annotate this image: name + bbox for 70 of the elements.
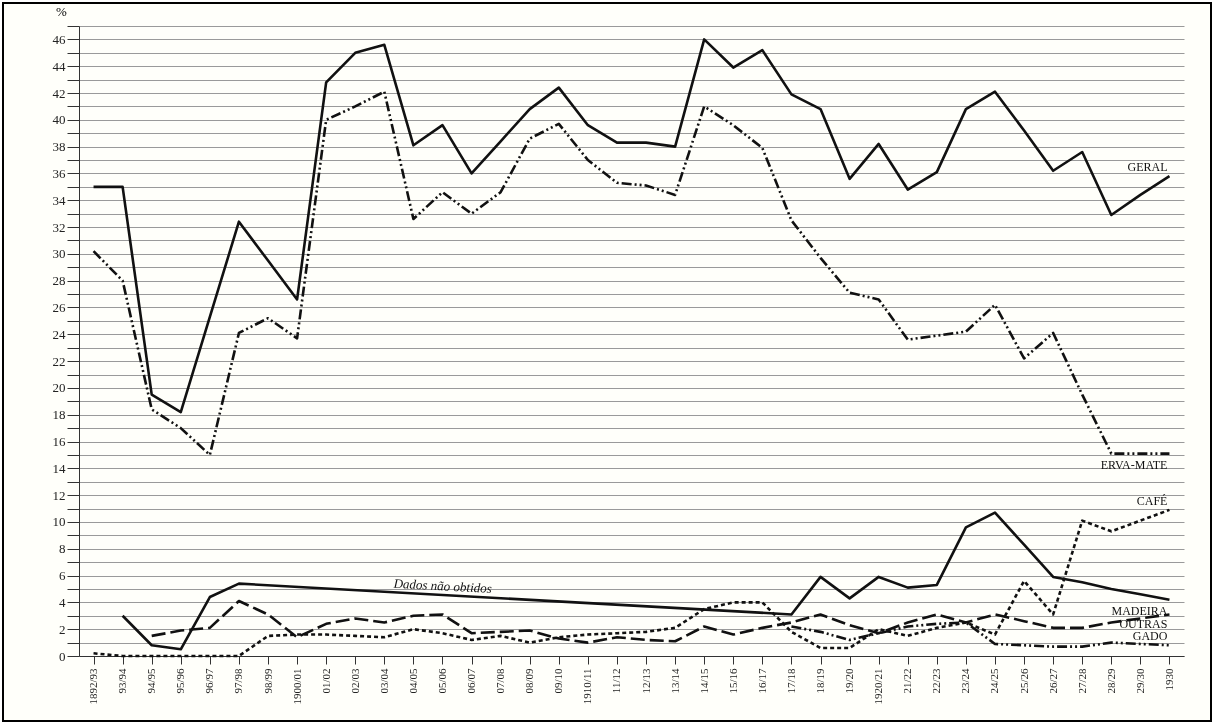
x-tick-label: 96/97 — [203, 668, 216, 694]
y-tick-label: 40 — [52, 112, 66, 128]
x-tick-label: 26/27 — [1046, 668, 1059, 694]
x-tick-label: 1892/93 — [87, 668, 100, 705]
x-tick-label: 03/04 — [377, 668, 390, 694]
x-tick-label: 18/19 — [814, 668, 827, 694]
y-tick-label: 22 — [52, 353, 66, 369]
x-tick-label: 16/17 — [755, 668, 768, 694]
x-tick-label: 25/26 — [1017, 668, 1030, 694]
x-tick-label: 14/15 — [697, 668, 710, 694]
y-tick-label: 44 — [52, 58, 66, 74]
x-tick-label: 17/18 — [784, 668, 797, 694]
x-tick-label: 97/98 — [232, 668, 245, 694]
x-tick-label: 24/25 — [988, 668, 1001, 694]
x-tick-label: 1910/11 — [581, 668, 594, 705]
x-tick-label: 1920/21 — [872, 668, 885, 705]
x-tick-label: 09/10 — [552, 668, 565, 694]
y-tick-label: 2 — [59, 621, 66, 637]
y-tick-label: 18 — [52, 407, 66, 423]
series-label: GADO — [1132, 629, 1168, 644]
y-axis-title: % — [56, 3, 68, 19]
x-tick-label: 94/95 — [145, 668, 158, 694]
y-tick-label: 14 — [52, 460, 66, 476]
y-tick-label: 38 — [52, 139, 66, 155]
y-tick-label: 24 — [52, 326, 66, 342]
y-tick-label: 12 — [52, 487, 66, 503]
x-tick-label: 02/03 — [348, 668, 361, 694]
series-label: CAFÉ — [1136, 493, 1168, 508]
y-tick-label: 4 — [59, 594, 66, 610]
x-tick-label: 11/12 — [610, 668, 623, 694]
x-tick-label: 19/20 — [843, 668, 856, 694]
x-tick-label: 12/13 — [639, 668, 652, 694]
x-tick-label: 29/30 — [1133, 668, 1146, 694]
x-tick-label: 08/09 — [523, 668, 536, 694]
series-label: GERAL — [1127, 160, 1168, 175]
y-tick-label: 32 — [52, 219, 66, 235]
series-label: OUTRAS — [1119, 617, 1168, 632]
y-tick-label: 0 — [59, 648, 66, 664]
x-tick-label: 05/06 — [435, 668, 448, 694]
x-tick-label: 01/02 — [319, 668, 332, 694]
y-tick-label: 34 — [52, 192, 66, 208]
y-tick-label: 46 — [52, 31, 66, 47]
x-tick-label: 23/24 — [959, 668, 972, 694]
series-label: ERVA-MATE — [1100, 457, 1168, 472]
y-tick-label: 10 — [52, 514, 66, 530]
y-tick-label: 26 — [52, 299, 66, 315]
annotation: Dados não obtidos — [392, 575, 493, 596]
x-tick-label: 28/29 — [1104, 668, 1117, 694]
y-tick-label: 8 — [59, 541, 66, 557]
y-tick-label: 28 — [52, 273, 66, 289]
x-tick-label: 95/96 — [174, 668, 187, 694]
x-tick-label: 15/16 — [726, 668, 739, 694]
x-tick-label: 13/14 — [668, 668, 681, 694]
y-tick-label: 42 — [52, 85, 66, 101]
y-tick-label: 6 — [59, 568, 66, 584]
x-tick-label: 06/07 — [465, 668, 478, 694]
x-tick-label: 93/94 — [116, 668, 129, 694]
series-label: MADEIRA — [1111, 603, 1168, 618]
y-tick-label: 30 — [52, 246, 66, 262]
x-tick-label: 22/23 — [930, 668, 943, 694]
x-tick-label: 98/99 — [261, 668, 274, 694]
x-tick-label: 21/22 — [901, 668, 914, 694]
y-tick-label: 16 — [52, 434, 66, 450]
y-tick-label: 36 — [52, 165, 66, 181]
y-tick-label: 20 — [52, 380, 66, 396]
x-tick-label: 07/08 — [494, 668, 507, 694]
x-tick-label: 04/05 — [406, 668, 419, 694]
x-tick-label: 1930 — [1162, 668, 1175, 691]
x-tick-label: 1900/01 — [290, 668, 303, 705]
x-tick-label: 27/28 — [1075, 668, 1088, 694]
